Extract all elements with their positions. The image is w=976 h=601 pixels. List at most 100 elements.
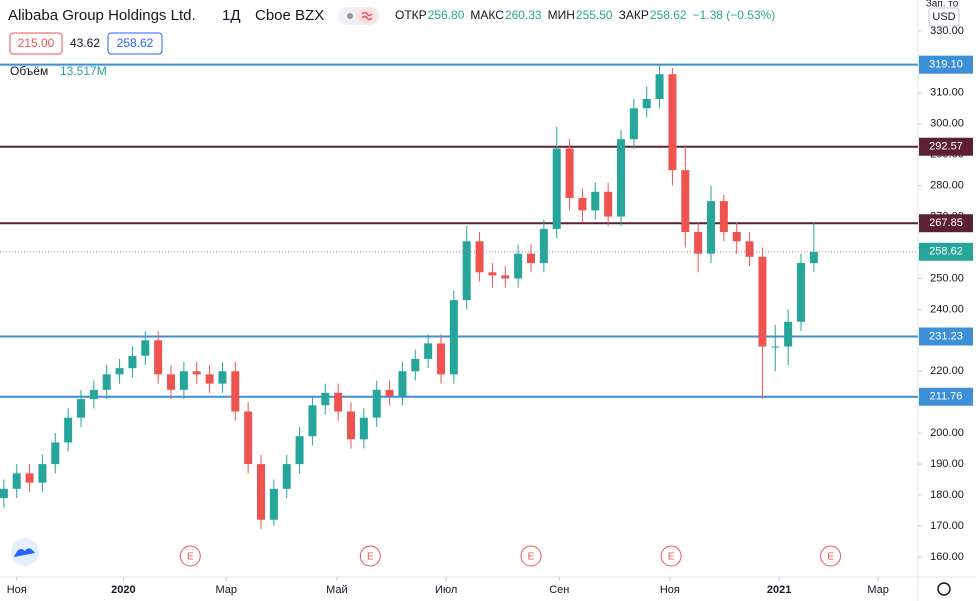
earnings-label[interactable]: E (187, 552, 194, 563)
candle-body (385, 389, 394, 397)
candle-body (809, 251, 818, 263)
candle-body (411, 358, 420, 372)
level-label: 231.23 (929, 330, 963, 342)
candle-body (565, 148, 574, 199)
candle-body (192, 371, 201, 375)
candle-body (308, 405, 317, 437)
candle-body (655, 74, 664, 100)
candle-body (167, 374, 175, 390)
candle-body (334, 392, 343, 412)
earnings-label[interactable]: E (827, 552, 834, 563)
candle-body (25, 473, 34, 483)
candle-body (0, 488, 8, 499)
level-box (919, 387, 973, 406)
candle-body (514, 253, 523, 279)
candle-body (424, 343, 433, 359)
currency-box[interactable] (928, 7, 960, 27)
candle-body (141, 340, 150, 356)
candle-body (462, 241, 471, 301)
compare-icon[interactable] (357, 8, 377, 24)
x-tick-label: Сен (549, 584, 569, 596)
logo-glyph (14, 548, 35, 557)
ohlc-value: 258.62 (650, 8, 687, 22)
candle-body (38, 464, 47, 483)
y-tick-label: 190.00 (930, 458, 964, 470)
settings-icon[interactable] (937, 582, 951, 596)
earnings-marker[interactable] (520, 545, 542, 567)
candle-body (179, 371, 188, 390)
candle-body (642, 99, 651, 109)
candle-body (539, 228, 548, 263)
candle-body (257, 464, 265, 520)
candle-body (758, 256, 767, 347)
earnings-label[interactable]: E (528, 552, 535, 563)
change: −1.38 (−0.53%) (693, 8, 776, 22)
candle-body (681, 170, 690, 233)
price-button-label[interactable]: 258.62 (117, 36, 154, 50)
eye-icon[interactable] (347, 13, 353, 19)
y-tick-label: 200.00 (930, 427, 964, 439)
candle-body (475, 241, 484, 273)
candle-body (115, 368, 124, 375)
scale-caption: Зап. то (926, 0, 959, 10)
x-tick-label: Мар (216, 584, 238, 596)
x-tick-label: Ноя (660, 584, 680, 596)
price-button-label[interactable]: 215.00 (18, 36, 55, 50)
exchange: Cboe BZX (255, 7, 324, 24)
candle-body (732, 232, 741, 242)
ohlc-label: ОТКР (395, 8, 427, 22)
earnings-marker[interactable] (359, 545, 381, 567)
earnings-label[interactable]: E (668, 552, 675, 563)
level-label: 211.76 (930, 391, 963, 403)
y-tick-label: 330.00 (930, 25, 964, 37)
candle-body (449, 300, 458, 375)
price-button[interactable] (107, 32, 163, 55)
y-tick-label: 160.00 (930, 551, 964, 563)
ohlc-label: ЗАКР (619, 8, 649, 22)
y-tick-label: 180.00 (930, 489, 964, 501)
volume-label: Объём (10, 64, 48, 78)
compare-glyph (361, 11, 373, 21)
level-label: 267.85 (929, 217, 963, 229)
candle-body (282, 464, 291, 489)
candle-body (745, 241, 754, 257)
candle-body (244, 411, 253, 465)
level-label: 292.57 (929, 141, 963, 153)
ohlc-value: 255.50 (576, 8, 613, 22)
candle-body (578, 198, 587, 211)
earnings-marker[interactable] (179, 545, 201, 567)
candle-body (231, 371, 240, 412)
candle-body (527, 253, 535, 263)
earnings-marker[interactable] (820, 545, 842, 567)
earnings-label[interactable]: E (367, 552, 374, 563)
price-button-label[interactable]: 43.62 (70, 36, 100, 50)
candle-body (218, 371, 227, 384)
level-box (919, 137, 973, 156)
price-button[interactable] (68, 33, 102, 54)
ohlc-value: 260.33 (505, 8, 542, 22)
level-box (919, 327, 973, 346)
candle-body (617, 139, 625, 217)
candle-body (604, 191, 613, 217)
last-price-label: 258.62 (929, 246, 963, 258)
candle-body (269, 488, 278, 520)
candle-body (205, 374, 214, 384)
chart-title: Alibaba Group Holdings Ltd. (8, 7, 196, 24)
earnings-marker[interactable] (660, 545, 682, 567)
y-tick-label: 220.00 (930, 365, 964, 377)
candle-body (694, 232, 703, 254)
level-label: 319.10 (929, 59, 963, 71)
candle-body (154, 340, 163, 375)
candle-body (398, 371, 407, 397)
candle-body (77, 399, 85, 418)
candle-body (347, 411, 355, 440)
candle-body (501, 275, 510, 279)
candle-body (771, 346, 780, 348)
currency[interactable]: USD (932, 11, 955, 23)
ohlc-value: 256.80 (428, 8, 465, 22)
ohlc-label: МИН (548, 8, 575, 22)
price-button[interactable] (9, 32, 63, 55)
candle-body (797, 262, 805, 322)
interval[interactable]: 1Д (222, 7, 241, 24)
